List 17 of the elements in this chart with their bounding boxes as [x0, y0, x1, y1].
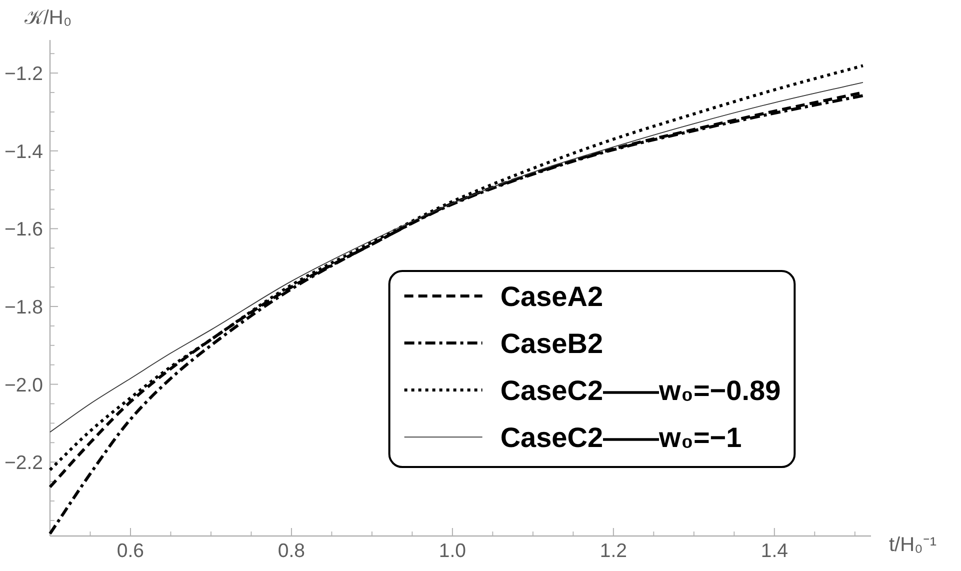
legend-label: CaseC2——w₀=−0.89: [500, 375, 781, 406]
y-tick-label: −1.6: [4, 218, 43, 241]
y-tick-label: −1.2: [4, 63, 43, 86]
y-tick-label: −1.4: [4, 140, 44, 163]
legend-label: CaseB2: [500, 328, 604, 360]
y-axis-title: 𝒦/H₀: [24, 7, 72, 29]
x-tick-label: 0.8: [278, 540, 306, 562]
y-tick-label: −1.8: [4, 296, 43, 318]
x-tick-label: 1.2: [600, 540, 627, 562]
legend-label: CaseA2: [500, 281, 604, 312]
x-axis-title: t/H₀⁻¹: [889, 534, 937, 556]
legend-label: CaseC2——w₀=−1: [500, 422, 742, 454]
x-tick-label: 1.4: [760, 540, 788, 562]
x-tick-label: 0.6: [116, 540, 144, 562]
y-tick-label: −2.2: [4, 452, 43, 474]
y-tick-label: −2.0: [4, 374, 44, 396]
x-tick-label: 1.0: [438, 540, 466, 562]
